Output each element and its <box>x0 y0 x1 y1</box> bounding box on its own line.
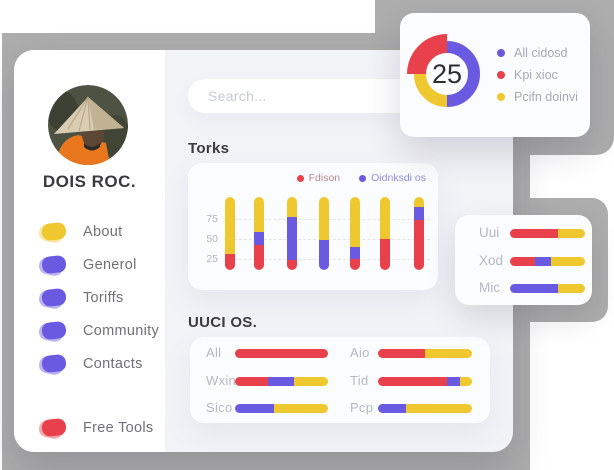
contacts-blob-icon <box>41 353 67 374</box>
sidebar-item-label: Free Tools <box>83 419 154 436</box>
row-label: Mic <box>479 280 500 295</box>
community-blob-icon <box>41 320 67 341</box>
sidebar-item-contacts[interactable]: Contacts <box>41 353 159 374</box>
legend-label: Kpi xioc <box>514 68 558 82</box>
sidebar-menu: About Generol Toriffs Community Contacts <box>41 221 160 387</box>
sidebar-item-toriffs[interactable]: Toriffs <box>41 287 159 308</box>
sidebar-item-label: About <box>83 223 123 240</box>
row-label: Aio <box>350 345 370 360</box>
row-label: Sico <box>206 400 233 415</box>
about-blob-icon <box>41 221 67 242</box>
torks-legend: Fdison Oidnksdi os <box>296 172 426 184</box>
stacked-bar[interactable] <box>380 197 390 270</box>
legend-row: Pcifn doinvi <box>497 90 578 104</box>
stacked-bar[interactable] <box>378 377 472 386</box>
torks-chart-card: Fdison Oidnksdi os 75 50 25 <box>188 163 438 290</box>
kpi-xioc-legend-dot <box>497 71 505 79</box>
y-axis-tick: 50 <box>206 233 218 245</box>
donut-legend: All cidosd Kpi xioc Pcifn doinvi <box>497 46 578 112</box>
stacked-bar[interactable] <box>319 197 329 270</box>
donut-segment-red <box>407 34 487 114</box>
kpi-donut-card: 25 All cidosd Kpi xioc Pcifn doinvi <box>400 13 590 137</box>
sidebar-item-label: Generol <box>83 256 137 273</box>
uuci-section-title: UUCI OS. <box>188 314 258 331</box>
profile-name: DOIS ROC. <box>42 172 137 191</box>
stacked-bar[interactable] <box>350 197 360 270</box>
stacked-bar[interactable] <box>235 404 328 413</box>
avatar-illustration <box>48 85 128 165</box>
pcifn-doinvi-legend-dot <box>497 93 505 101</box>
sidebar-item-generol[interactable]: Generol <box>41 254 159 275</box>
row-label: Xod <box>479 253 504 268</box>
stacked-bar[interactable] <box>235 349 328 358</box>
y-axis-tick: 75 <box>206 213 218 225</box>
sidebar-item-label: Contacts <box>83 355 143 372</box>
sidebar-item-community[interactable]: Community <box>41 320 160 341</box>
toriffs-blob-icon <box>41 287 67 308</box>
sidebar: DOIS ROC. About Generol Toriffs Communit… <box>14 50 165 452</box>
stacked-bar[interactable] <box>378 349 472 358</box>
stacked-bar[interactable] <box>225 197 235 270</box>
sidebar-item-about[interactable]: About <box>41 221 159 242</box>
donut-chart[interactable] <box>403 30 491 118</box>
stacked-bar[interactable] <box>254 197 264 270</box>
y-axis-tick: 25 <box>206 253 218 265</box>
stacked-bar[interactable] <box>287 197 297 270</box>
legend-row: All cidosd <box>497 46 578 60</box>
legend-row: Kpi xioc <box>497 68 578 82</box>
stacked-bar[interactable] <box>378 404 472 413</box>
torks-section-title: Torks <box>188 140 230 157</box>
legend-label: All cidosd <box>514 46 568 60</box>
free-tools-blob-icon <box>41 417 67 438</box>
stacked-bar[interactable] <box>510 257 585 266</box>
stacked-bar[interactable] <box>235 377 328 386</box>
stacked-bar[interactable] <box>510 284 585 293</box>
fdison-legend-label: Fdison <box>308 172 341 184</box>
oidnksdi-legend-label: Oidnksdi os <box>371 172 426 184</box>
donut-center-value: 25 <box>431 58 463 89</box>
sidebar-item-label: Toriffs <box>83 289 124 306</box>
avatar[interactable] <box>48 85 128 165</box>
row-label: All <box>206 345 222 360</box>
row-label: Tid <box>350 373 369 388</box>
generol-blob-icon <box>41 254 67 275</box>
row-label: Pcp <box>350 400 374 415</box>
stacked-bar[interactable] <box>414 197 424 270</box>
all-cidosd-legend-dot <box>497 49 505 57</box>
sidebar-item-free-tools[interactable]: Free Tools <box>41 417 154 438</box>
sidebar-item-label: Community <box>83 322 160 339</box>
row-label: Uui <box>479 225 500 240</box>
uuci-chart-card: All Wxin Sico Aio Tid Pcp <box>190 337 490 423</box>
legend-label: Pcifn doinvi <box>514 90 578 104</box>
oidnksdi-legend-dot <box>359 174 367 182</box>
fdison-legend-dot <box>296 174 304 182</box>
mini-bars-card: Uui Xod Mic <box>455 215 592 305</box>
row-label: Wxin <box>206 373 237 388</box>
stacked-bar[interactable] <box>510 229 585 238</box>
